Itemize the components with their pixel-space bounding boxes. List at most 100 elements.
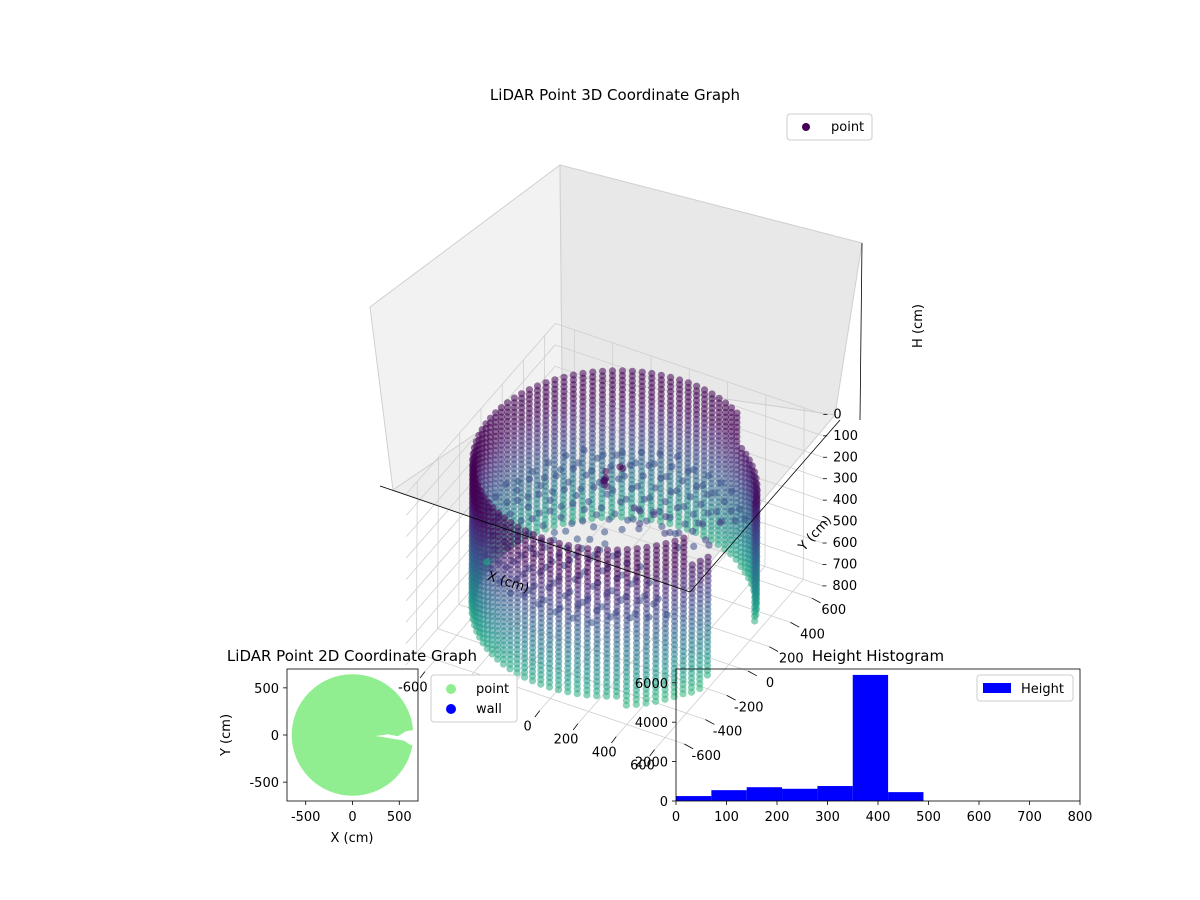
- points-2d-disc: [291, 674, 414, 796]
- z-tick-label-3d: 500: [833, 515, 858, 530]
- x-ticks-2d: -500 0 500: [291, 801, 412, 825]
- data-point: [655, 507, 664, 515]
- data-point: [535, 509, 543, 517]
- tick-mark: [534, 710, 541, 718]
- data-point: [712, 508, 721, 516]
- x-tick-label-histogram: 600: [967, 810, 992, 825]
- data-point: [562, 452, 570, 460]
- z-tick-label-3d: 200: [833, 450, 858, 465]
- tick-mark: [726, 694, 736, 701]
- legend-histogram: Height: [976, 674, 1074, 702]
- data-point: [686, 493, 694, 501]
- y-ticks-histogram: 0 2000 4000 6000: [635, 677, 676, 810]
- data-point: [667, 488, 675, 496]
- data-point: [687, 688, 696, 696]
- data-point: [569, 500, 577, 508]
- data-point: [628, 484, 636, 492]
- data-point: [577, 485, 585, 493]
- x-tick-label-2d: 0: [348, 810, 356, 825]
- data-point: [611, 510, 619, 518]
- data-point: [652, 697, 660, 706]
- data-point: [716, 519, 724, 527]
- legend-histogram-label: Height: [1021, 682, 1064, 697]
- x-tick-label-histogram: 0: [672, 810, 680, 825]
- z-tick-label-3d: 0: [833, 407, 841, 422]
- data-point: [624, 516, 632, 524]
- data-point: [728, 487, 736, 495]
- data-point: [662, 513, 670, 521]
- y-ticks-2d: -500 0 500: [249, 682, 287, 791]
- data-point: [731, 517, 739, 525]
- z-ticks-3d: 0 100 200 300 400 500 600 700 800: [822, 407, 858, 594]
- x-tick-label-3d: -600: [398, 681, 428, 696]
- data-point: [668, 463, 676, 471]
- legend-3d: point: [786, 113, 873, 141]
- data-point: [645, 461, 653, 470]
- data-point: [626, 461, 634, 469]
- histogram-bar: [852, 674, 889, 801]
- data-point: [684, 467, 692, 475]
- data-point: [675, 529, 683, 537]
- tick-mark: [769, 646, 779, 652]
- tick-mark: [649, 749, 655, 757]
- data-point: [632, 459, 640, 467]
- legend-histogram-frame: [976, 674, 1074, 702]
- data-point: [554, 686, 563, 694]
- data-point: [656, 450, 664, 458]
- data-point: [720, 497, 728, 505]
- data-point: [598, 513, 606, 522]
- data-point: [613, 692, 621, 700]
- data-point: [690, 542, 698, 551]
- data-point: [637, 448, 646, 456]
- data-point: [727, 507, 735, 515]
- histogram-bar: [676, 796, 712, 801]
- data-point: [605, 515, 613, 523]
- data-point: [557, 466, 565, 474]
- data-point: [681, 520, 689, 528]
- data-point: [502, 480, 510, 488]
- data-point: [488, 650, 496, 658]
- data-point: [673, 504, 681, 512]
- data-point: [546, 507, 554, 515]
- data-point: [622, 495, 630, 503]
- data-point: [633, 482, 642, 490]
- x-tick-label-histogram: 200: [765, 810, 790, 825]
- data-point: [673, 487, 681, 495]
- data-point: [562, 527, 570, 535]
- data-point: [593, 692, 601, 700]
- data-point: [642, 699, 650, 707]
- data-point: [525, 475, 534, 483]
- data-point: [618, 525, 626, 534]
- data-point: [564, 478, 573, 486]
- data-point: [689, 510, 697, 518]
- data-point: [572, 491, 580, 500]
- data-point: [717, 479, 725, 487]
- data-point: [550, 528, 559, 537]
- data-point: [603, 692, 611, 700]
- y-tick-label-3d: 400: [800, 627, 825, 642]
- data-point: [583, 691, 591, 699]
- x-tick-label-histogram: 800: [1068, 810, 1093, 825]
- legend-2d-point-marker: [446, 684, 456, 694]
- data-point: [721, 545, 729, 553]
- data-point: [545, 683, 554, 691]
- data-point: [661, 529, 669, 537]
- data-point: [593, 454, 602, 462]
- legend-3d-label: point: [831, 120, 864, 135]
- grid-line: [406, 323, 556, 494]
- x-tick-label-histogram: 400: [866, 810, 891, 825]
- legend-histogram-swatch: [983, 683, 1011, 693]
- data-point: [678, 477, 687, 485]
- data-point: [514, 496, 522, 505]
- data-point: [616, 463, 624, 471]
- data-point: [618, 449, 626, 457]
- legend-2d-wall-marker: [446, 704, 456, 714]
- data-point: [615, 475, 623, 483]
- data-point: [568, 519, 576, 528]
- legend-2d: point wall: [430, 674, 518, 723]
- y-tick-label-histogram: 2000: [635, 756, 668, 771]
- y-tick-label-3d: -600: [692, 749, 722, 764]
- data-point: [537, 680, 545, 688]
- data-point: [666, 520, 674, 528]
